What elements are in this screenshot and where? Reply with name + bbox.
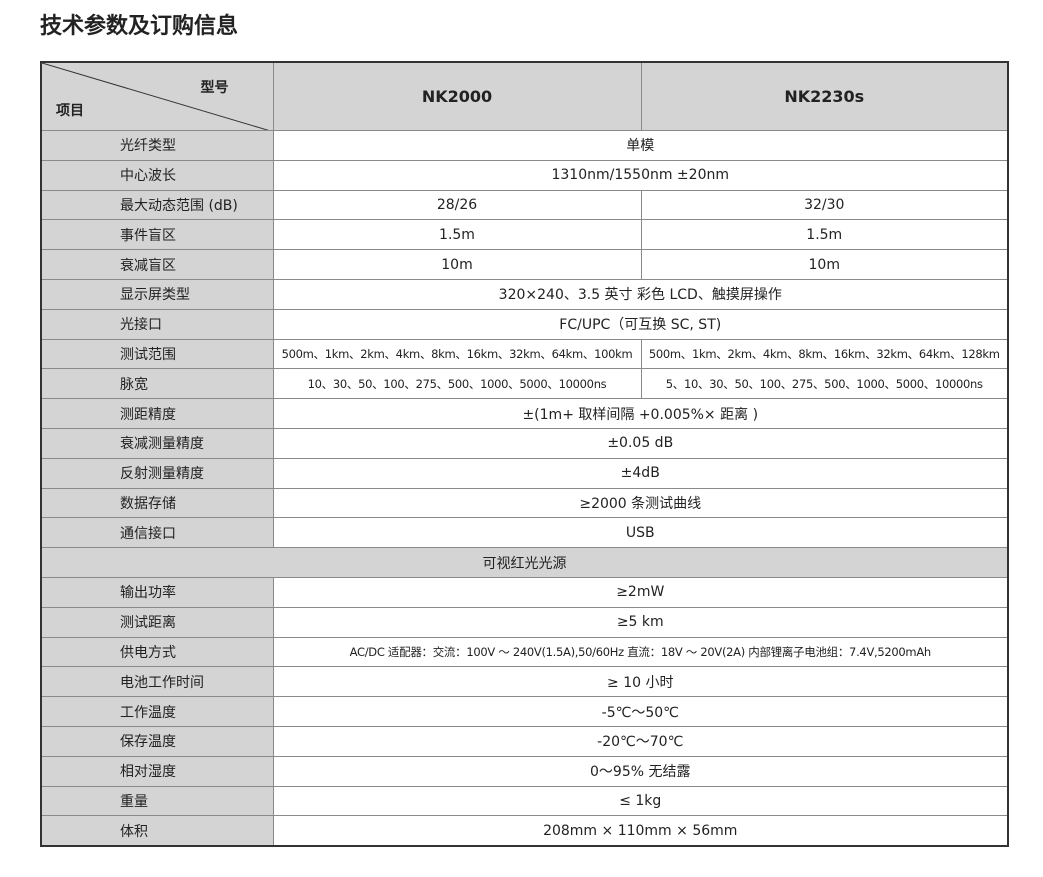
row-label: 事件盲区 [40,219,274,251]
model-name: NK2000 [272,61,642,131]
row-value: ≤ 1kg [272,785,1009,817]
row-label: 供电方式 [40,636,274,668]
row-label: 保存温度 [40,725,274,757]
row-value: 320×240、3.5 英寸 彩色 LCD、触摸屏操作 [272,278,1009,310]
row-label: 衰减测量精度 [40,427,274,459]
table-row: 通信接口 USB [40,517,1009,549]
row-label: 相对湿度 [40,755,274,787]
row-value: 208mm × 110mm × 56mm [272,815,1009,847]
row-value: ±0.05 dB [272,427,1009,459]
row-value: ≥2000 条测试曲线 [272,487,1009,519]
row-value: 10m [640,249,1009,280]
row-label: 反射测量精度 [40,457,274,489]
row-value: ≥2mW [272,576,1009,608]
header-row: 型号 项目 NK2000 NK2230s [40,61,1009,131]
row-label: 测试范围 [40,338,274,370]
row-label: 数据存储 [40,487,274,519]
row-label: 中心波长 [40,159,274,191]
row-value: ≥5 km [272,606,1009,638]
row-value: -5℃～50℃ [272,696,1009,727]
table-row: 光接口 FC/UPC（可互换 SC, ST) [40,308,1009,340]
row-label: 输出功率 [40,576,274,608]
table-row: 事件盲区 1.5m 1.5m [40,219,1009,251]
item-label: 项目 [56,103,84,119]
row-value: 1.5m [640,219,1009,251]
table-row: 输出功率 ≥2mW [40,576,1009,608]
table-row: 测试距离 ≥5 km [40,606,1009,638]
row-label: 光纤类型 [40,130,274,161]
row-value: 32/30 [640,189,1009,221]
table-row: 电池工作时间 ≥ 10 小时 [40,666,1009,698]
row-label: 显示屏类型 [40,278,274,310]
table-row: 工作温度 -5℃～50℃ [40,696,1009,727]
row-value: 0～95% 无结露 [272,755,1009,787]
row-label: 测试距离 [40,606,274,638]
table-row: 供电方式 AC/DC 适配器：交流：100V ～ 240V(1.5A),50/60… [40,636,1009,668]
row-label: 体积 [40,815,274,847]
row-value: 1.5m [272,219,642,251]
row-value: USB [272,517,1009,549]
row-label: 衰减盲区 [40,249,274,280]
table-row: 相对湿度 0～95% 无结露 [40,755,1009,787]
row-value: 500m、1km、2km、4km、8km、16km、32km、64km、128k… [640,338,1009,370]
table-row: 脉宽 10、30、50、100、275、500、1000、5000、10000ns… [40,368,1009,400]
table-row: 光纤类型 单模 [40,130,1009,161]
row-value: FC/UPC（可互换 SC, ST) [272,308,1009,340]
table-row: 中心波长 1310nm/1550nm ±20nm [40,159,1009,191]
table-row: 衰减盲区 10m 10m [40,249,1009,280]
corner-cell: 型号 项目 [40,61,274,131]
row-value: ±(1m+ 取样间隔 +0.005%× 距离 ) [272,398,1009,429]
row-value: 5、10、30、50、100、275、500、1000、5000、10000ns [640,368,1009,400]
table-row: 最大动态范围 (dB) 28/26 32/30 [40,189,1009,221]
table-row: 测距精度 ±(1m+ 取样间隔 +0.005%× 距离 ) [40,398,1009,429]
table-row: 测试范围 500m、1km、2km、4km、8km、16km、32km、64km、… [40,338,1009,370]
row-label: 电池工作时间 [40,666,274,698]
row-label: 通信接口 [40,517,274,549]
table-row: 保存温度 -20℃～70℃ [40,725,1009,757]
row-label: 脉宽 [40,368,274,400]
table-row: 体积 208mm × 110mm × 56mm [40,815,1009,847]
row-label: 重量 [40,785,274,817]
row-label: 工作温度 [40,696,274,727]
table-row: 衰减测量精度 ±0.05 dB [40,427,1009,459]
row-value: ≥ 10 小时 [272,666,1009,698]
row-label: 测距精度 [40,398,274,429]
row-label: 光接口 [40,308,274,340]
diagonal [42,63,268,130]
row-value: 10、30、50、100、275、500、1000、5000、10000ns [272,368,642,400]
row-value: -20℃～70℃ [272,725,1009,757]
section-cell: 可视红光光源 [40,547,1009,578]
row-value: 28/26 [272,189,642,221]
table-row: 重量 ≤ 1kg [40,785,1009,817]
table-row: 反射测量精度 ±4dB [40,457,1009,489]
table-row: 显示屏类型 320×240、3.5 英寸 彩色 LCD、触摸屏操作 [40,278,1009,310]
page-title: 技术参数及订购信息 [40,14,239,39]
row-label: 最大动态范围 (dB) [40,189,274,221]
row-value: 10m [272,249,642,280]
row-value: 单模 [272,130,1009,161]
row-value: ±4dB [272,457,1009,489]
model-name: NK2230s [640,61,1009,131]
spec-table: 型号 项目 NK2000 NK2230s 光纤类型 单模 中心波长 1310nm/15… [40,61,1009,848]
table-row: 可视红光光源 [40,547,1009,578]
row-value: 1310nm/1550nm ±20nm [272,159,1009,191]
row-value: 500m、1km、2km、4km、8km、16km、32km、64km、100k… [272,338,642,370]
table-row: 数据存储 ≥2000 条测试曲线 [40,487,1009,519]
model-label: 型号 [200,80,229,96]
table-body: 光纤类型 单模 中心波长 1310nm/1550nm ±20nm 最大动态范围 (dB)… [40,130,1009,847]
row-value: AC/DC 适配器：交流：100V ～ 240V(1.5A),50/60Hz 直… [272,636,1009,668]
